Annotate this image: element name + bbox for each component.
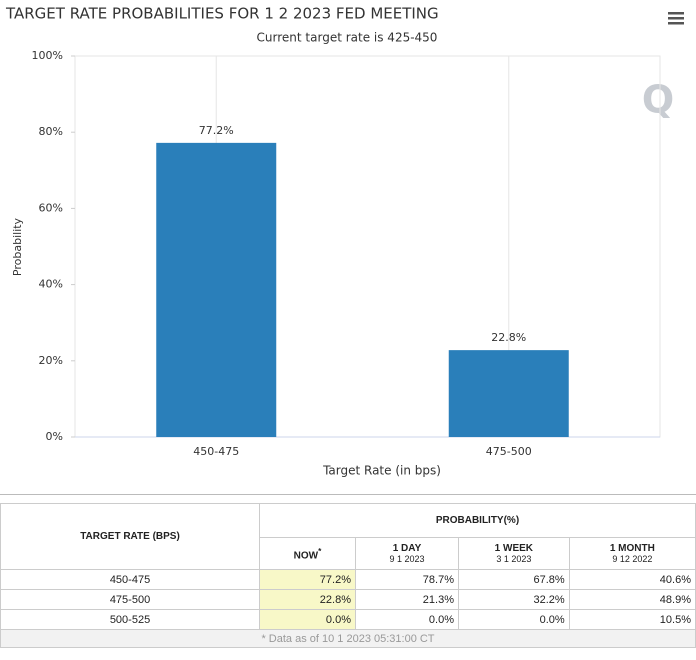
table-row: 450-475 77.2% 78.7% 67.8% 40.6%: [0, 569, 696, 590]
header-now-mark: *: [318, 545, 322, 556]
header-column: 1 MONTH 9 12 2022: [568, 537, 696, 570]
probability-table: TARGET RATE (BPS) PROBABILITY(%) NOW* 1 …: [0, 503, 696, 648]
table-cell: 40.6%: [568, 569, 696, 590]
x-tick-label: 475-500: [486, 445, 532, 458]
table-cell: 500-525: [0, 609, 260, 630]
header-column-line: 9 1 2023: [389, 554, 425, 564]
header-column-line: 9 12 2022: [612, 554, 653, 564]
header-now-label: NOW: [293, 550, 319, 562]
table-cell: 0.0%: [458, 609, 570, 630]
table-cell: 10.5%: [568, 609, 696, 630]
header-column-line: 1 WEEK: [494, 543, 534, 554]
table-cell: 67.8%: [458, 569, 570, 590]
chart: TARGET RATE PROBABILITIES FOR 1 2 2023 F…: [5, 5, 684, 478]
table-cell: 450-475: [0, 569, 260, 590]
header-column: 1 WEEK 3 1 2023: [458, 537, 570, 570]
table-cell: 32.2%: [458, 589, 570, 610]
data-label: 77.2%: [199, 124, 234, 137]
table-cell: 48.9%: [568, 589, 696, 610]
table-cell: 21.3%: [355, 589, 459, 610]
table-row: 475-500 22.8% 21.3% 32.2% 48.9%: [0, 589, 696, 610]
y-tick-label: 20%: [39, 354, 63, 367]
y-tick-label: 80%: [39, 125, 63, 138]
table-cell: 475-500: [0, 589, 260, 610]
menu-icon[interactable]: [668, 12, 684, 25]
header-column-line: 3 1 2023: [496, 554, 532, 564]
y-tick-label: 100%: [32, 49, 63, 62]
header-column-line: 1 MONTH: [609, 543, 655, 554]
separator: [0, 494, 696, 495]
header-probability: PROBABILITY(%): [259, 503, 696, 538]
chart-subtitle: Current target rate is 425-450: [257, 31, 438, 45]
header-column: 1 DAY 9 1 2023: [355, 537, 459, 570]
data-label: 22.8%: [491, 331, 526, 344]
y-tick-label: 0%: [46, 430, 63, 443]
table-footer: * Data as of 10 1 2023 05:31:00 CT: [0, 629, 696, 648]
table-cell: 0.0%: [259, 609, 356, 630]
chart-title: TARGET RATE PROBABILITIES FOR 1 2 2023 F…: [5, 5, 439, 23]
table-cell: 22.8%: [259, 589, 356, 610]
header-column-line: 1 DAY: [392, 543, 422, 554]
table-footer-row: * Data as of 10 1 2023 05:31:00 CT: [0, 629, 696, 648]
table-row: 500-525 0.0% 0.0% 0.0% 10.5%: [0, 609, 696, 630]
bar: [448, 350, 569, 437]
x-axis-label: Target Rate (in bps): [322, 464, 441, 478]
table-cell: 0.0%: [355, 609, 459, 630]
header-now: NOW*: [259, 537, 356, 570]
y-tick-label: 60%: [39, 201, 63, 214]
y-axis-label: Probability: [11, 217, 24, 276]
x-tick-label: 450-475: [193, 445, 239, 458]
watermark: Q: [642, 78, 674, 122]
header-rate: TARGET RATE (BPS): [0, 503, 260, 570]
table-cell: 78.7%: [355, 569, 459, 590]
table-cell: 77.2%: [259, 569, 356, 590]
bar: [156, 142, 277, 438]
y-tick-label: 40%: [39, 278, 63, 291]
